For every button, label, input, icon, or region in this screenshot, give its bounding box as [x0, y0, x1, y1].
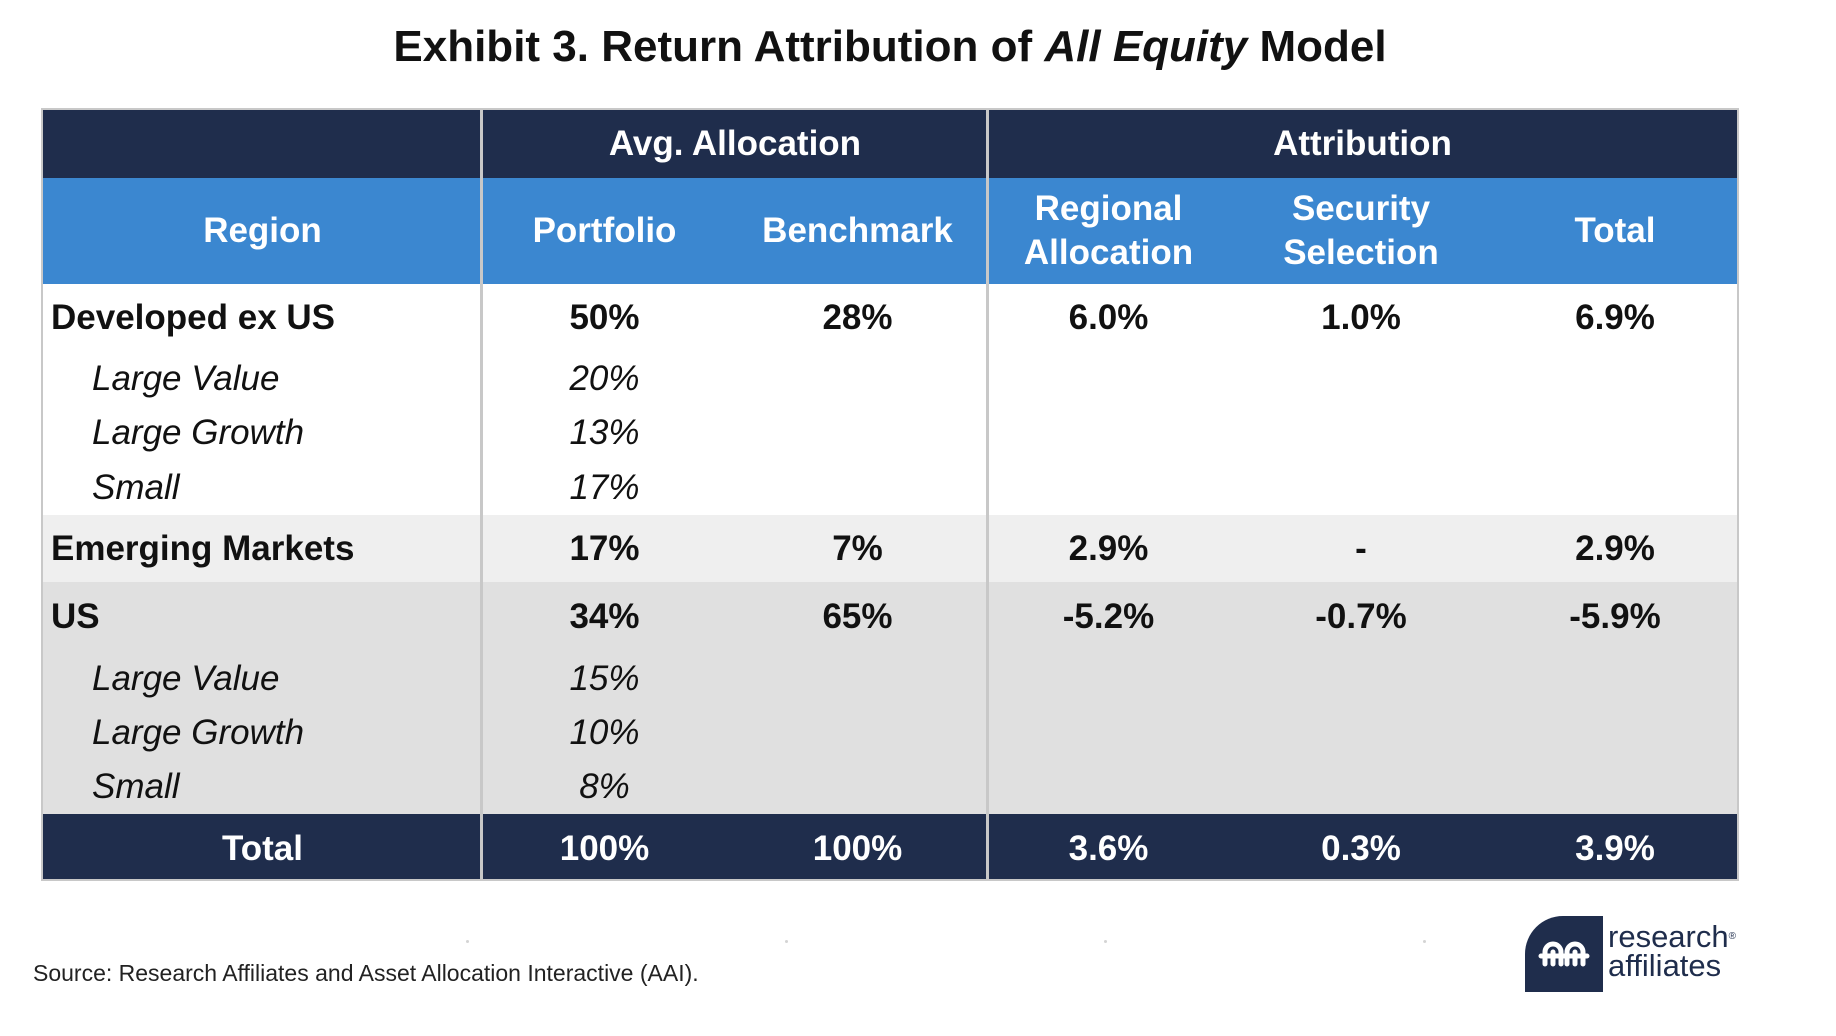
- divider-dot: [1423, 940, 1426, 943]
- subrow-label: Large Growth: [92, 413, 305, 452]
- cell-security: -: [1355, 528, 1367, 568]
- group-header-row: Avg. Allocation Attribution: [43, 110, 1737, 178]
- header-regional-line1: Regional: [1034, 189, 1183, 228]
- cell-total: 2.9%: [1575, 528, 1655, 568]
- header-regional-line2: Allocation: [1023, 233, 1194, 272]
- subrow-label: Small: [92, 767, 180, 806]
- total-benchmark: 100%: [812, 828, 903, 868]
- group-header-avg-allocation: Avg. Allocation: [608, 124, 862, 163]
- logo-wordmark: research® affiliates: [1608, 919, 1736, 983]
- table-row: US 34% 65% -5.2% -0.7% -5.9%: [43, 582, 1737, 652]
- cell-regional: 6.0%: [1068, 297, 1149, 337]
- total-total: 3.9%: [1575, 828, 1655, 868]
- table-subrow: Large Value 20%: [43, 351, 1737, 406]
- cell-total: -5.9%: [1569, 597, 1661, 636]
- row-label: US: [51, 597, 100, 636]
- divider-dot: [785, 940, 788, 943]
- subrow-portfolio: 10%: [569, 713, 640, 752]
- cell-regional: 2.9%: [1068, 528, 1149, 568]
- cell-benchmark: 65%: [822, 597, 893, 636]
- table-subrow: Small 8%: [43, 760, 1737, 814]
- subrow-label: Large Value: [92, 659, 280, 698]
- cell-portfolio: 50%: [569, 297, 640, 337]
- header-security-line1: Security: [1291, 189, 1431, 228]
- header-region: Region: [203, 211, 322, 250]
- divider-dot: [1104, 940, 1107, 943]
- title-suffix: Model: [1247, 22, 1387, 71]
- subrow-portfolio: 17%: [569, 467, 640, 507]
- column-divider: [480, 110, 483, 879]
- subrow-label: Large Growth: [92, 713, 305, 752]
- row-label: Developed ex US: [51, 297, 335, 337]
- column-divider: [986, 110, 989, 879]
- total-label: Total: [221, 828, 303, 868]
- table-row: Developed ex US 50% 28% 6.0% 1.0% 6.9%: [43, 284, 1737, 351]
- divider-dot: [466, 940, 469, 943]
- total-row: Total 100% 100% 3.6% 0.3% 3.9%: [43, 814, 1737, 879]
- header-total: Total: [1574, 211, 1656, 250]
- logo-line2: affiliates: [1608, 948, 1722, 983]
- total-security: 0.3%: [1321, 828, 1401, 868]
- subrow-portfolio: 20%: [569, 358, 640, 398]
- cell-total: 6.9%: [1575, 297, 1655, 337]
- exhibit-title: Exhibit 3. Return Attribution of All Equ…: [0, 22, 1780, 72]
- total-portfolio: 100%: [559, 828, 650, 868]
- subrow-portfolio: 8%: [579, 767, 630, 806]
- cell-benchmark: 7%: [832, 528, 883, 568]
- total-regional: 3.6%: [1068, 828, 1149, 868]
- title-text: Exhibit 3. Return Attribution of: [393, 22, 1045, 71]
- subrow-label: Small: [92, 467, 180, 507]
- table-subrow: Small 17%: [43, 460, 1737, 515]
- row-label: Emerging Markets: [51, 528, 355, 568]
- header-regional-allocation: Regional Allocation: [988, 178, 1229, 284]
- subrow-portfolio: 15%: [569, 659, 640, 698]
- table-row: Emerging Markets 17% 7% 2.9% - 2.9%: [43, 515, 1737, 582]
- cell-benchmark: 28%: [822, 297, 893, 337]
- header-benchmark: Benchmark: [762, 211, 953, 250]
- logo-registered-mark: ®: [1728, 931, 1736, 942]
- table-subrow: Large Growth 10%: [43, 706, 1737, 760]
- subrow-portfolio: 13%: [569, 413, 640, 452]
- title-italic: All Equity: [1044, 22, 1248, 71]
- logo-line1: research: [1608, 919, 1729, 954]
- cell-portfolio: 34%: [569, 597, 640, 636]
- source-note: Source: Research Affiliates and Asset Al…: [33, 960, 699, 986]
- table-subrow: Large Growth 13%: [43, 406, 1737, 460]
- header-security-line2: Selection: [1283, 233, 1439, 272]
- table-subrow: Large Value 15%: [43, 652, 1737, 706]
- cell-regional: -5.2%: [1062, 597, 1155, 636]
- header-portfolio: Portfolio: [532, 211, 677, 250]
- column-header-row: Region Portfolio Benchmark Regional Allo…: [43, 178, 1737, 284]
- header-security-selection: Security Selection: [1229, 178, 1493, 284]
- cell-security: 1.0%: [1321, 297, 1401, 337]
- attribution-table: Avg. Allocation Attribution Region Portf…: [41, 108, 1739, 881]
- group-header-attribution: Attribution: [1273, 124, 1452, 163]
- subrow-label: Large Value: [92, 358, 280, 398]
- research-affiliates-logo: [1525, 916, 1603, 992]
- cell-portfolio: 17%: [569, 528, 640, 568]
- cell-security: -0.7%: [1315, 597, 1407, 636]
